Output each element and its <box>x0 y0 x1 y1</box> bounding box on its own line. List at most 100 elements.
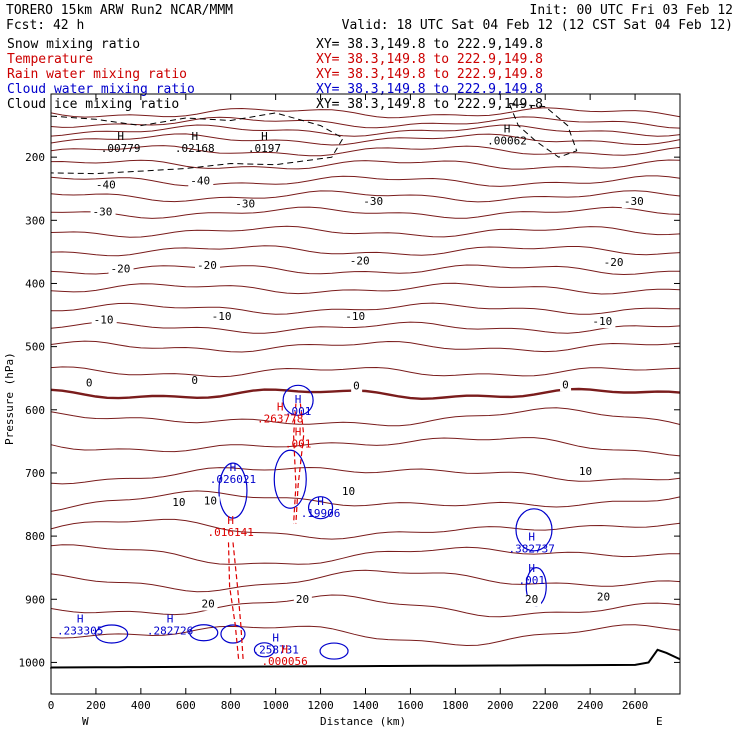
isotherm-line <box>50 282 681 295</box>
temperature-label: -30 <box>624 195 644 208</box>
x-tick-label: 0 <box>48 699 55 712</box>
terrain <box>50 648 681 669</box>
cloud-water-contours <box>95 384 553 660</box>
temperature-label: -10 <box>212 310 232 323</box>
cloud-water-contour <box>319 642 349 660</box>
cloud-water-maximum-h-marker: H <box>295 393 302 406</box>
isotherm-line <box>50 387 681 401</box>
snow-maximum-value: .00062 <box>487 135 527 148</box>
temperature-label: 20 <box>202 597 215 610</box>
temperature-label-bg <box>199 599 218 611</box>
header-valid-time: Valid: 18 UTC Sat 04 Feb 12 (12 CST Sat … <box>342 18 733 33</box>
cloud-water-contour <box>515 508 553 552</box>
temperature-label-bg <box>343 312 369 324</box>
snow-maximum-h-marker: H <box>261 130 268 143</box>
isotherm-line <box>50 518 681 540</box>
snow-contours <box>50 103 578 175</box>
temperature-label: 10 <box>172 496 185 509</box>
y-tick-label: 1000 <box>19 656 46 669</box>
temperature-label: 0 <box>562 378 569 391</box>
cloud-water-maximum-h-marker: H <box>528 531 535 544</box>
temperature-label: -30 <box>363 195 383 208</box>
isotherm-line <box>50 407 681 427</box>
temperature-label: 20 <box>597 591 610 604</box>
legend-label: Cloud ice mixing ratio <box>7 97 179 112</box>
temperature-label-bg <box>560 380 572 392</box>
cloud-water-maximum-h-marker: H <box>167 613 174 626</box>
x-axis-east-label: E <box>656 715 663 728</box>
temperature-label-bg <box>621 197 647 209</box>
temperature-label: 0 <box>191 374 198 387</box>
rain-maximum-h-marker: H <box>227 514 234 527</box>
snow-maximum-h-marker: H <box>117 130 124 143</box>
temperature-label-bg <box>90 207 116 219</box>
y-tick-label: 300 <box>25 214 45 227</box>
isotherm-line <box>50 145 681 157</box>
cloud-water-maximum-value: .026021 <box>210 473 256 486</box>
temperature-label-bg <box>590 317 616 329</box>
rain-maximum-value: .001 <box>285 438 312 451</box>
rain-maximum-h-marker: H <box>281 643 288 656</box>
isotherm-line <box>50 133 681 146</box>
cloud-water-maximum-h-marker: H <box>528 562 535 575</box>
temperature-label-bg <box>361 197 387 209</box>
isotherm-line <box>50 569 681 593</box>
x-tick-label: 200 <box>86 699 106 712</box>
legend-xy-range: XY= 38.3,149.8 to 222.9,149.8 <box>316 82 543 97</box>
y-tick-label: 500 <box>25 341 45 354</box>
plot-area: -40 -40 -30 -30 -30 -30 -20 -20 -20 -20 -10 -10 -10 -… <box>50 103 681 669</box>
isotherm-line <box>50 437 681 457</box>
rain-contour <box>295 403 305 524</box>
temperature-label-bg <box>108 264 134 276</box>
y-tick-label: 200 <box>25 151 45 164</box>
cloud-water-contour <box>189 624 219 642</box>
temperature-label-bg <box>170 497 189 509</box>
snow-maximum-value: .0197 <box>248 142 281 155</box>
axes: 0 200 400 600 800 1000 1200 1400 1600 1800 2000 220… <box>19 94 680 712</box>
temperature-label-bg <box>233 199 259 211</box>
isotherm-line <box>50 466 681 485</box>
legend-label: Rain water mixing ratio <box>7 67 187 82</box>
isotherm-line <box>50 206 681 219</box>
x-tick-label: 1200 <box>307 699 334 712</box>
y-axis-title: Pressure (hPa) <box>3 352 16 445</box>
isotherm-line <box>50 340 681 353</box>
terrain-line <box>50 648 681 669</box>
rain-maximum-h-marker: H <box>295 426 302 439</box>
temperature-isotherms <box>50 107 681 647</box>
header-init-time: Init: 00 UTC Fri 03 Feb 12 <box>530 3 734 18</box>
temperature-label-bg <box>195 260 221 272</box>
cloud-water-contour <box>95 624 129 644</box>
temperature-label-bg <box>201 496 220 508</box>
isotherm-line <box>50 594 681 618</box>
temperature-label: 10 <box>579 465 592 478</box>
temperature-label: -10 <box>592 315 612 328</box>
isotherm-line <box>50 264 680 276</box>
y-tick-label: 800 <box>25 530 45 543</box>
isotherm-line <box>50 159 681 170</box>
x-tick-label: 2200 <box>532 699 559 712</box>
rain-maximum-value: .016141 <box>208 526 254 539</box>
x-tick-label: 600 <box>176 699 196 712</box>
snow-contour <box>50 112 344 175</box>
snow-maximum-value: .00779 <box>101 142 141 155</box>
temperature-label: -10 <box>345 310 365 323</box>
cloud-water-maximum-h-marker: H <box>272 632 279 645</box>
isotherm-line <box>50 124 681 137</box>
temperature-label-bg <box>522 595 541 607</box>
x-tick-label: 800 <box>221 699 241 712</box>
isotherm-line <box>50 245 681 257</box>
cloud-water-contour <box>273 449 307 509</box>
cloud-water-maximum-h-marker: H <box>77 613 84 626</box>
x-tick-label: 1800 <box>442 699 469 712</box>
temperature-label: 10 <box>204 495 217 508</box>
x-tick-label: 2400 <box>577 699 604 712</box>
cloud-water-maximum-value: .233305 <box>57 625 103 638</box>
cloud-water-maximum-value: .282726 <box>147 625 193 638</box>
temperature-label-bg <box>189 375 201 387</box>
temperature-label: 20 <box>525 593 538 606</box>
isotherm-line <box>50 175 681 187</box>
snow-contour <box>508 103 578 158</box>
cloud-water-contour <box>307 496 334 520</box>
